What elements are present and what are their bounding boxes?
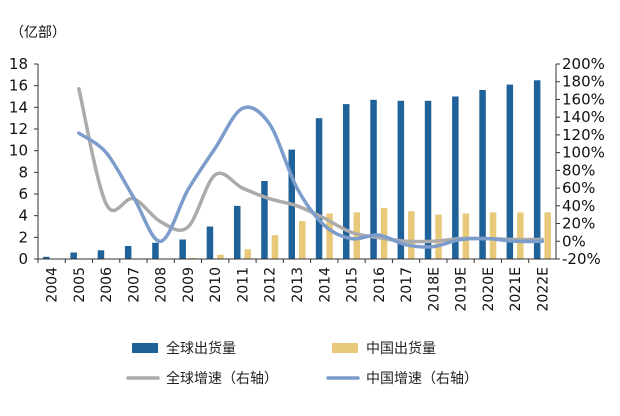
global-shipment-bar-2010 [206,226,214,259]
x-tick-label-2012: 2012 [263,267,279,303]
china-shipment-bar-2016 [380,208,388,259]
global-shipment-bar-2020E [479,90,486,259]
global-shipment-bar-2022E [533,80,541,260]
global-shipment-bar-2004 [43,256,50,259]
global-shipment-bar-2018E [424,100,432,259]
legend-label-global-growth: 全球增速（右轴） [166,370,278,387]
china-shipment-bar-2018E [435,214,442,259]
china-shipment-bar-2011 [244,249,251,260]
x-tick-label-2022E: 2022E [535,267,551,311]
x-tick-label-2019E: 2019E [454,267,470,311]
china-shipment-bar-2021E [517,212,524,259]
legend-swatch-global-shipment [132,343,158,353]
x-tick-label-2021E: 2021E [508,267,524,311]
right-y-tick-label--20%: -20% [562,250,601,268]
axes-layer: 0 2 4 6 8 10 12 14 16 18 -20%0%20%40%60%80%100%120… [9,55,605,311]
china-shipment-bar-2022E [544,212,551,259]
left-y-tick-label-2: 2 [18,228,28,246]
global-shipment-bar-2015 [343,104,350,259]
china-shipment-bar-2020E [489,212,497,259]
left-y-tick-label-14: 14 [9,98,28,116]
x-tick-label-2005: 2005 [72,267,88,303]
global-shipment-bar-2016 [370,99,377,260]
x-tick-label-2011: 2011 [236,267,252,303]
global-shipment-bar-2012 [261,181,268,259]
x-tick-label-2017: 2017 [399,267,415,303]
china-shipment-bar-2010 [217,254,224,259]
right-y-tick-label-180%: 180% [562,73,605,91]
right-y-tick-label-0%: 0% [562,232,586,250]
x-tick-label-2014: 2014 [317,267,333,303]
legend-label-china-shipment: 中国出货量 [366,340,436,357]
x-tick-label-2008: 2008 [154,267,170,303]
left-y-tick-label-0: 0 [18,250,28,268]
x-tick-label-2013: 2013 [290,267,306,303]
global-shipment-bar-2014 [315,118,323,259]
x-tick-label-2004: 2004 [45,267,61,303]
global-shipment-bar-2007 [124,246,132,259]
right-y-tick-label-60%: 60% [562,179,595,197]
global-shipment-bar-2019E [452,96,459,259]
global-shipment-bar-2021E [506,84,514,259]
china-shipment-bar-2009 [189,257,197,259]
right-y-tick-label-200%: 200% [562,55,605,73]
global-shipment-bar-2008 [152,242,159,260]
legend-swatch-china-shipment [332,343,358,353]
left-y-tick-label-16: 16 [9,77,28,95]
right-y-tick-label-20%: 20% [562,215,595,233]
lines-layer [77,87,545,249]
left-y-tick-label-12: 12 [9,120,28,138]
left-y-tick-label-6: 6 [18,185,28,203]
x-tick-label-2009: 2009 [181,267,197,303]
global-growth-line [77,87,545,244]
china-shipment-bar-2013 [299,221,306,259]
x-tick-label-2015: 2015 [345,267,361,303]
china-shipment-bar-2014 [326,213,333,259]
right-y-tick-label-120%: 120% [562,126,605,144]
global-shipment-bar-2005 [70,252,77,259]
x-tick-label-2018E: 2018E [426,267,442,311]
left-y-tick-label-18: 18 [9,55,28,73]
china-shipment-bar-2017 [408,211,415,259]
right-y-tick-label-160%: 160% [562,90,605,108]
right-y-tick-label-80%: 80% [562,161,595,179]
global-shipment-bar-2006 [97,250,105,259]
global-shipment-bar-2011 [234,205,241,259]
china-shipment-bar-2012 [271,235,279,259]
x-tick-label-2020E: 2020E [481,267,497,311]
x-tick-label-2007: 2007 [126,267,142,303]
right-y-tick-label-100%: 100% [562,144,605,162]
right-y-tick-label-40%: 40% [562,197,595,215]
legend-label-china-growth: 中国增速（右轴） [366,371,478,387]
legend-label-global-shipment: 全球出货量 [166,340,236,357]
left-y-tick-label-10: 10 [9,142,28,160]
x-tick-label-2016: 2016 [372,267,388,303]
y-axis-unit-label: （亿部） [10,25,66,41]
china-growth-line [77,105,545,249]
left-y-tick-label-8: 8 [18,163,28,181]
china-shipment-bar-2019E [462,213,470,259]
left-y-tick-label-4: 4 [18,207,28,225]
global-shipment-bar-2017 [397,100,405,259]
right-y-tick-label-140%: 140% [562,108,605,126]
x-tick-label-2006: 2006 [99,267,115,303]
x-tick-label-2010: 2010 [208,267,224,303]
global-shipment-bar-2009 [179,239,186,259]
